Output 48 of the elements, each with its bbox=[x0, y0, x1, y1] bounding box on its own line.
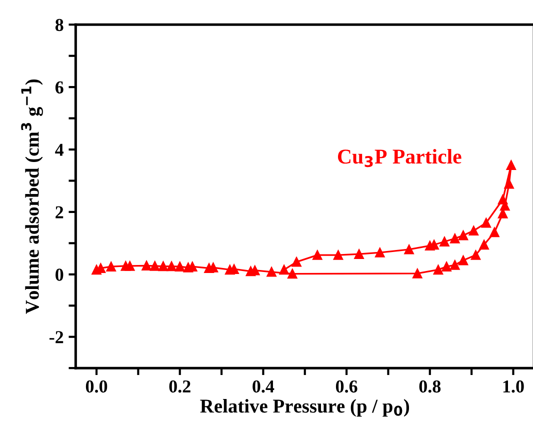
point bbox=[124, 261, 135, 271]
point bbox=[106, 262, 116, 272]
y-tick-label: 2 bbox=[56, 206, 64, 218]
y-tick-label: 6 bbox=[55, 81, 64, 94]
point bbox=[481, 218, 492, 228]
y-tick-label: -2 bbox=[50, 331, 64, 344]
point bbox=[450, 260, 460, 270]
point bbox=[142, 260, 152, 271]
point bbox=[158, 261, 168, 272]
point bbox=[288, 268, 298, 279]
point bbox=[458, 255, 468, 266]
point bbox=[442, 262, 452, 272]
point bbox=[292, 257, 302, 267]
point bbox=[479, 240, 489, 250]
point bbox=[150, 261, 160, 271]
point bbox=[450, 234, 460, 244]
point bbox=[266, 267, 276, 277]
y-axis-title: Volume adsorbed (cm$^{3}$ g$^{−1}$) bbox=[21, 80, 43, 314]
x-axis-title: Relative Pressure (p / p$_{0}$) bbox=[200, 399, 410, 417]
point bbox=[506, 160, 516, 170]
point bbox=[433, 264, 444, 275]
point bbox=[333, 250, 344, 260]
point bbox=[175, 262, 185, 272]
point bbox=[312, 250, 322, 260]
point bbox=[412, 268, 422, 278]
point bbox=[490, 227, 500, 238]
x-tick-label: 0.8 bbox=[419, 380, 441, 393]
point bbox=[468, 226, 479, 236]
y-tick-label: 4 bbox=[55, 144, 64, 156]
y-tick-label: 0 bbox=[56, 268, 64, 281]
point bbox=[425, 240, 435, 251]
point bbox=[440, 236, 450, 246]
x-tick-label: 1.0 bbox=[503, 380, 524, 393]
point bbox=[504, 178, 514, 189]
point bbox=[354, 249, 364, 259]
point bbox=[498, 194, 508, 204]
x-tick-label: 0.6 bbox=[336, 380, 358, 393]
point bbox=[279, 264, 289, 275]
x-tick-label: 0.4 bbox=[252, 380, 274, 393]
annotation: Cu$_{3}$P Particle bbox=[338, 148, 462, 168]
point bbox=[470, 250, 481, 260]
y-tick-label: 8 bbox=[55, 18, 64, 32]
point bbox=[166, 261, 176, 272]
point bbox=[404, 244, 414, 254]
x-tick-label: 0.0 bbox=[86, 380, 108, 393]
point bbox=[458, 230, 468, 240]
x-tick-label: 0.2 bbox=[169, 380, 190, 393]
point bbox=[375, 248, 385, 258]
